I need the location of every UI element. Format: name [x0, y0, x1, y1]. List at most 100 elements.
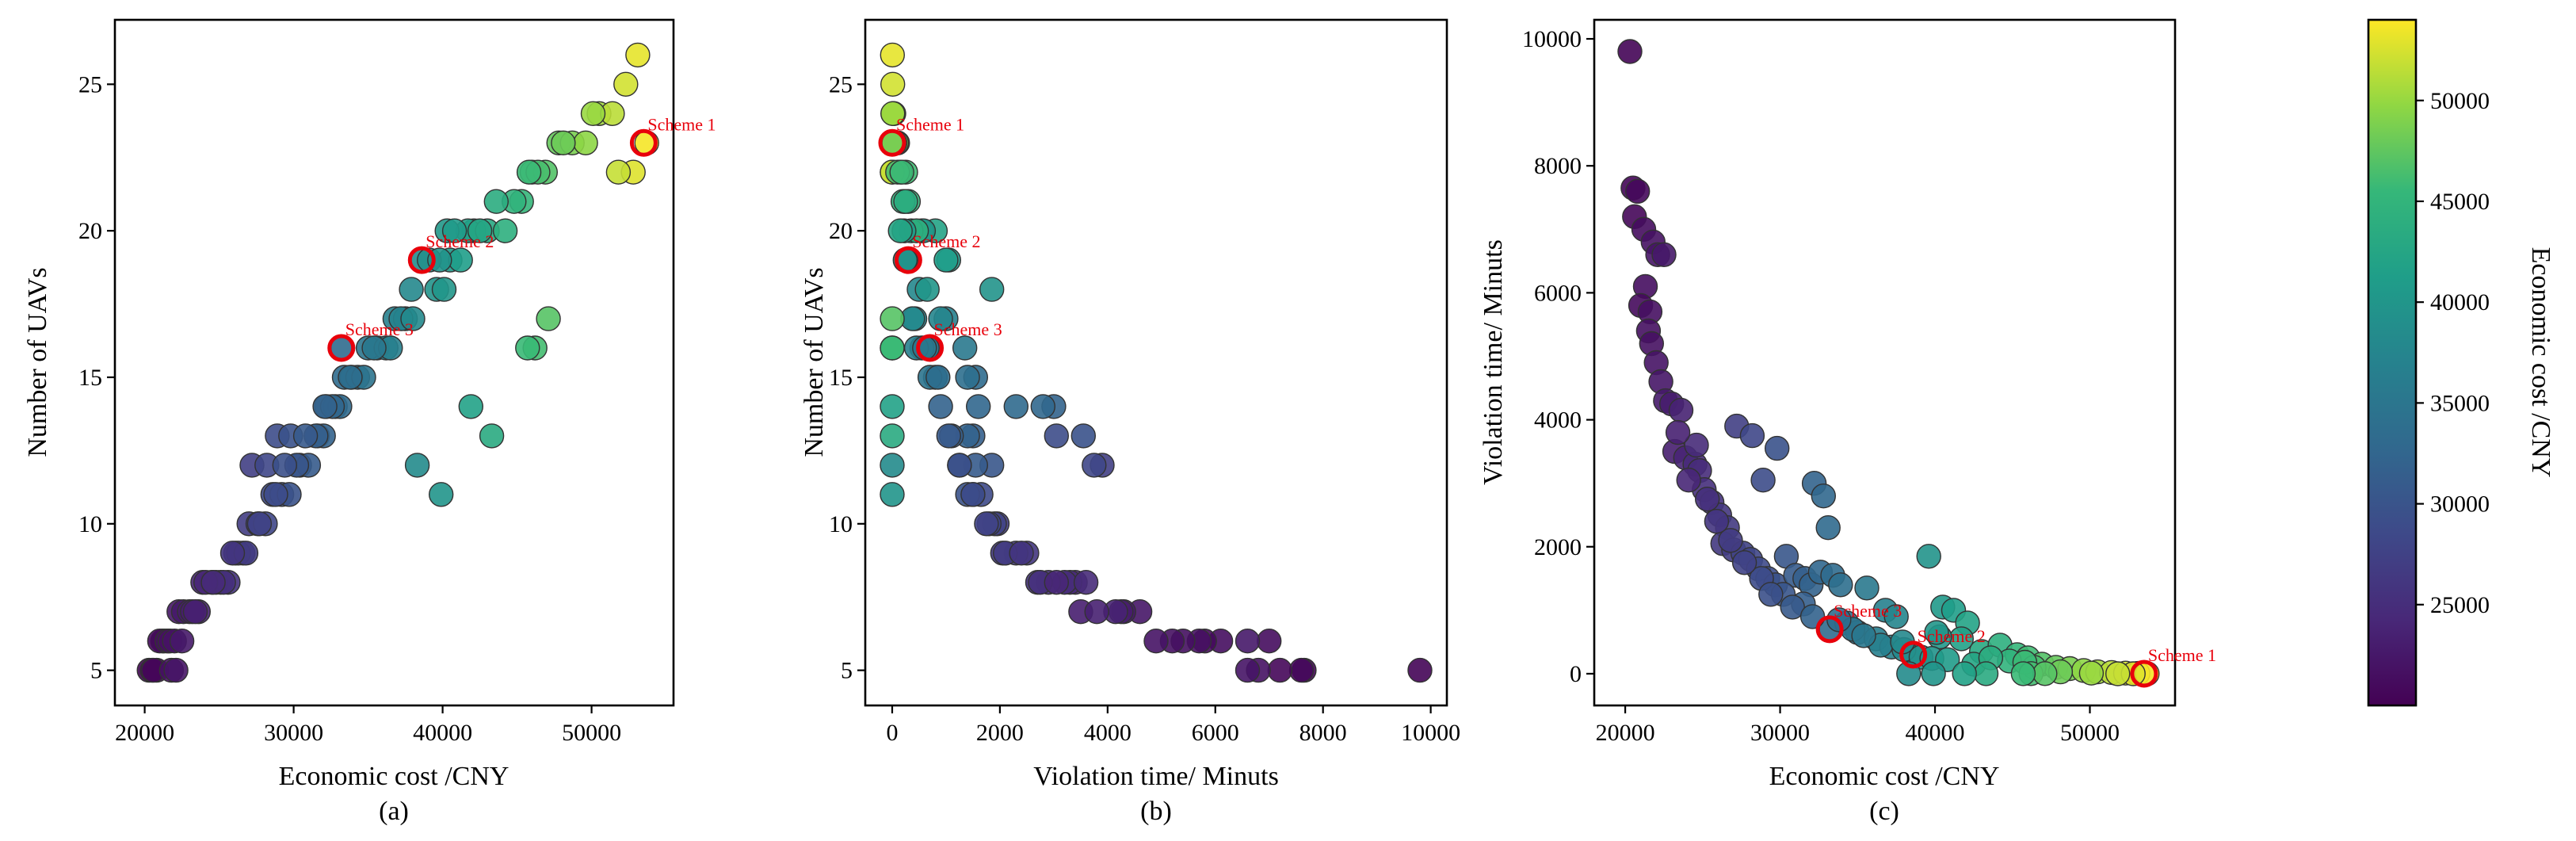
- data-point: [2032, 661, 2058, 686]
- data-point: [441, 218, 467, 243]
- plot-frame-c: [1593, 18, 2177, 707]
- data-point: [928, 394, 953, 419]
- data-point: [1684, 432, 1709, 458]
- data-point: [1780, 594, 1805, 620]
- data-point: [1739, 422, 1765, 449]
- y-tick-label: 5: [90, 658, 102, 684]
- data-point: [1921, 661, 1946, 686]
- y-axis-label-b: Number of UAVs: [800, 267, 829, 457]
- y-tick-label: 6000: [1534, 280, 1582, 306]
- subplot-label-c: (c): [1869, 797, 1899, 826]
- y-tick-label: 10: [829, 511, 853, 537]
- data-point: [536, 306, 561, 331]
- data-point: [483, 189, 509, 214]
- annotations-a: Scheme 1 Scheme 2 Scheme 3: [327, 114, 716, 362]
- data-point: [880, 335, 905, 361]
- data-point: [1811, 484, 1837, 509]
- x-axis-label-a: Economic cost /CNY: [279, 762, 509, 791]
- data-point: [1668, 397, 1694, 423]
- y-tick-label: 10000: [1522, 26, 1582, 52]
- data-point: [292, 423, 319, 449]
- x-tick-label: 30000: [264, 720, 323, 746]
- data-point: [880, 453, 905, 478]
- x-tick-label: 8000: [1299, 720, 1347, 746]
- scheme-annotation: Scheme 2: [912, 231, 980, 251]
- y-tick-label: 25: [829, 71, 853, 97]
- data-point: [880, 482, 905, 507]
- data-point: [479, 423, 505, 449]
- scheme-highlight-ring: [2130, 659, 2158, 688]
- data-point: [1235, 629, 1261, 654]
- data-point: [246, 511, 273, 537]
- x-tick-label: 50000: [562, 720, 621, 746]
- y-tick-label: 0: [1570, 661, 1582, 687]
- colorbar-tick-label: 40000: [2430, 289, 2490, 315]
- data-point: [272, 453, 297, 478]
- data-point: [1044, 570, 1070, 595]
- x-tick-label: 2000: [976, 720, 1024, 746]
- data-point: [613, 71, 639, 97]
- data-point: [515, 335, 540, 361]
- y-tick-label: 20: [829, 218, 853, 244]
- scatter-points-b: [880, 42, 1433, 683]
- colorbar-gradient: [2367, 18, 2418, 707]
- data-point: [1916, 544, 1941, 569]
- scheme-highlight-ring: [327, 334, 356, 362]
- data-point: [1731, 550, 1757, 575]
- colorbar-tick-label: 30000: [2430, 491, 2490, 518]
- data-point: [960, 482, 986, 507]
- data-point: [1003, 394, 1029, 419]
- scheme-highlight-ring: [629, 128, 658, 157]
- data-point: [889, 159, 914, 185]
- x-axis-label-b: Violation time/ Minuts: [1033, 762, 1279, 791]
- data-point: [1267, 657, 1293, 683]
- data-point: [955, 365, 980, 390]
- scheme-highlight-ring: [1899, 640, 1928, 669]
- y-axis-label-a: Number of UAVs: [23, 267, 52, 457]
- x-tick-label: 0: [886, 720, 898, 746]
- data-point: [979, 277, 1005, 302]
- scheme-highlight-ring: [878, 128, 906, 157]
- plot-frame-a: [113, 18, 675, 707]
- x-tick-label: 10000: [1401, 720, 1460, 746]
- data-point: [263, 482, 288, 507]
- y-tick-label: 8000: [1534, 153, 1582, 179]
- data-point: [1750, 468, 1776, 493]
- data-point: [404, 453, 430, 478]
- colorbar-tick-label: 25000: [2430, 592, 2490, 618]
- data-point: [1828, 572, 1853, 598]
- data-point: [880, 423, 905, 449]
- colorbar-ticks: 25000 30000 35000 40000 45000 50000: [2416, 88, 2490, 618]
- data-point: [1952, 661, 1977, 686]
- data-point: [2010, 661, 2036, 686]
- y-tick-label: 25: [78, 71, 102, 97]
- scheme-highlight-ring: [894, 246, 922, 274]
- scheme-annotation: Scheme 2: [426, 231, 494, 251]
- data-point: [312, 394, 338, 419]
- data-point: [880, 394, 905, 419]
- y-tick-label: 20: [78, 218, 102, 244]
- data-point: [1084, 599, 1109, 625]
- data-point: [1617, 39, 1643, 64]
- subplot-b: 0 2000 4000 6000 8000 10000 5 10 15 20 25 Scheme 1…: [800, 18, 1460, 826]
- data-point: [573, 130, 598, 156]
- data-point: [1235, 657, 1261, 683]
- subplot-label-a: (a): [379, 797, 409, 826]
- data-point: [1073, 570, 1099, 595]
- data-point: [1815, 515, 1841, 541]
- data-point: [605, 159, 632, 185]
- scheme-highlight-ring: [1815, 615, 1844, 644]
- x-tick-label: 4000: [1084, 720, 1132, 746]
- x-tick-label: 6000: [1192, 720, 1239, 746]
- scatter-points-c: [1617, 39, 2160, 686]
- data-point: [1851, 623, 1876, 648]
- data-point: [492, 218, 518, 243]
- data-point: [1854, 575, 1880, 601]
- y-tick-label: 15: [829, 365, 853, 391]
- data-point: [467, 218, 493, 243]
- scheme-annotation: Scheme 1: [647, 114, 716, 134]
- data-point: [1704, 509, 1730, 534]
- x-axis-label-c: Economic cost /CNY: [1769, 762, 2000, 791]
- axis-ticks-a: 20000 30000 40000 50000 5 10 15 20 25: [78, 71, 621, 746]
